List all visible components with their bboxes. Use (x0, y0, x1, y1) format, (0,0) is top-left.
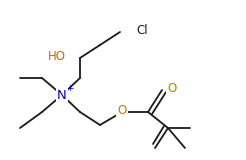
Text: O: O (167, 81, 177, 95)
Text: O: O (117, 104, 127, 116)
Text: Cl: Cl (136, 24, 148, 36)
Text: +: + (66, 84, 74, 92)
Text: HO: HO (48, 49, 66, 63)
Text: N: N (57, 88, 67, 101)
